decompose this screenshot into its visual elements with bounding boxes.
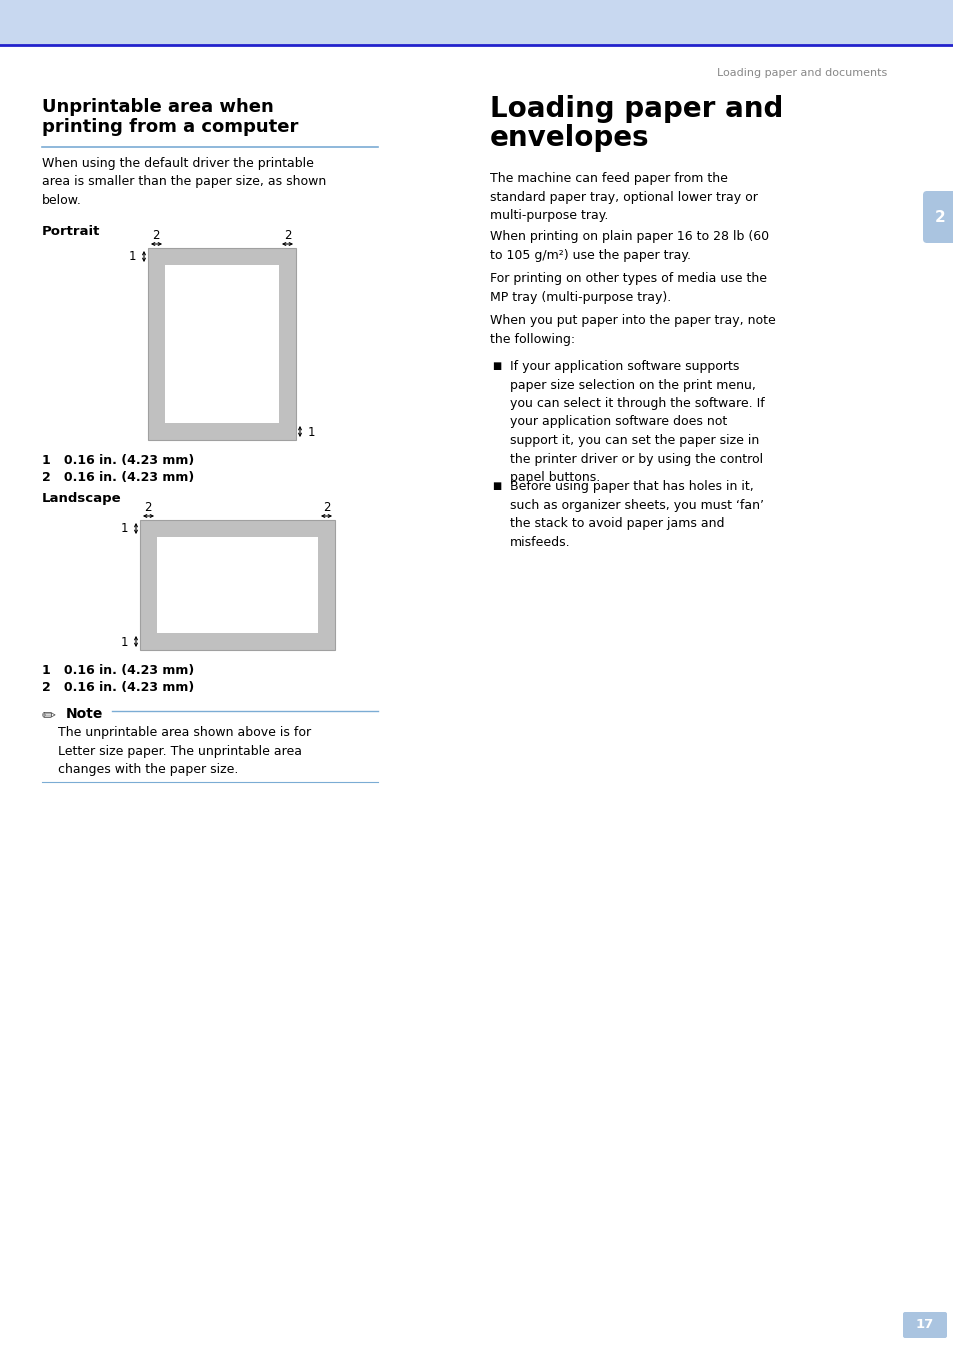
- Text: Loading paper and: Loading paper and: [490, 94, 782, 123]
- Text: 2: 2: [144, 501, 152, 514]
- Text: printing from a computer: printing from a computer: [42, 119, 298, 136]
- Text: When printing on plain paper 16 to 28 lb (60
to 105 g/m²) use the paper tray.: When printing on plain paper 16 to 28 lb…: [490, 231, 768, 262]
- Text: 1   0.16 in. (4.23 mm): 1 0.16 in. (4.23 mm): [42, 665, 194, 677]
- Text: 2: 2: [284, 229, 292, 243]
- Text: 1: 1: [120, 522, 128, 535]
- Text: Portrait: Portrait: [42, 225, 100, 239]
- Text: Note: Note: [66, 706, 103, 721]
- Text: Loading paper and documents: Loading paper and documents: [717, 67, 886, 78]
- Text: 2: 2: [934, 209, 944, 225]
- Text: 2   0.16 in. (4.23 mm): 2 0.16 in. (4.23 mm): [42, 681, 194, 694]
- Bar: [140, 520, 335, 650]
- Text: ✏: ✏: [42, 706, 56, 724]
- Text: Before using paper that has holes in it,
such as organizer sheets, you must ‘fan: Before using paper that has holes in it,…: [510, 480, 763, 549]
- Text: 1: 1: [129, 249, 136, 263]
- Text: Unprintable area when: Unprintable area when: [42, 98, 274, 116]
- Bar: [157, 537, 317, 634]
- Text: 2   0.16 in. (4.23 mm): 2 0.16 in. (4.23 mm): [42, 470, 194, 484]
- FancyBboxPatch shape: [923, 191, 953, 243]
- Text: 2: 2: [323, 501, 331, 514]
- Text: When using the default driver the printable
area is smaller than the paper size,: When using the default driver the printa…: [42, 156, 326, 208]
- Text: 1   0.16 in. (4.23 mm): 1 0.16 in. (4.23 mm): [42, 454, 194, 466]
- Text: For printing on other types of media use the
MP tray (multi-purpose tray).: For printing on other types of media use…: [490, 272, 766, 303]
- Text: 17: 17: [915, 1318, 933, 1332]
- Bar: [148, 248, 295, 439]
- Text: ■: ■: [492, 481, 500, 491]
- Bar: [0, 0, 953, 44]
- Text: When you put paper into the paper tray, note
the following:: When you put paper into the paper tray, …: [490, 314, 775, 345]
- Text: 2: 2: [152, 229, 159, 243]
- FancyBboxPatch shape: [902, 1312, 946, 1339]
- Text: The unprintable area shown above is for
Letter size paper. The unprintable area
: The unprintable area shown above is for …: [58, 727, 311, 776]
- Text: Landscape: Landscape: [42, 492, 121, 506]
- Bar: [165, 266, 278, 423]
- Text: 1: 1: [120, 635, 128, 648]
- Text: The machine can feed paper from the
standard paper tray, optional lower tray or
: The machine can feed paper from the stan…: [490, 173, 757, 222]
- Text: If your application software supports
paper size selection on the print menu,
yo: If your application software supports pa…: [510, 360, 764, 484]
- Text: ■: ■: [492, 361, 500, 371]
- Text: 1: 1: [308, 426, 315, 438]
- Text: envelopes: envelopes: [490, 124, 649, 152]
